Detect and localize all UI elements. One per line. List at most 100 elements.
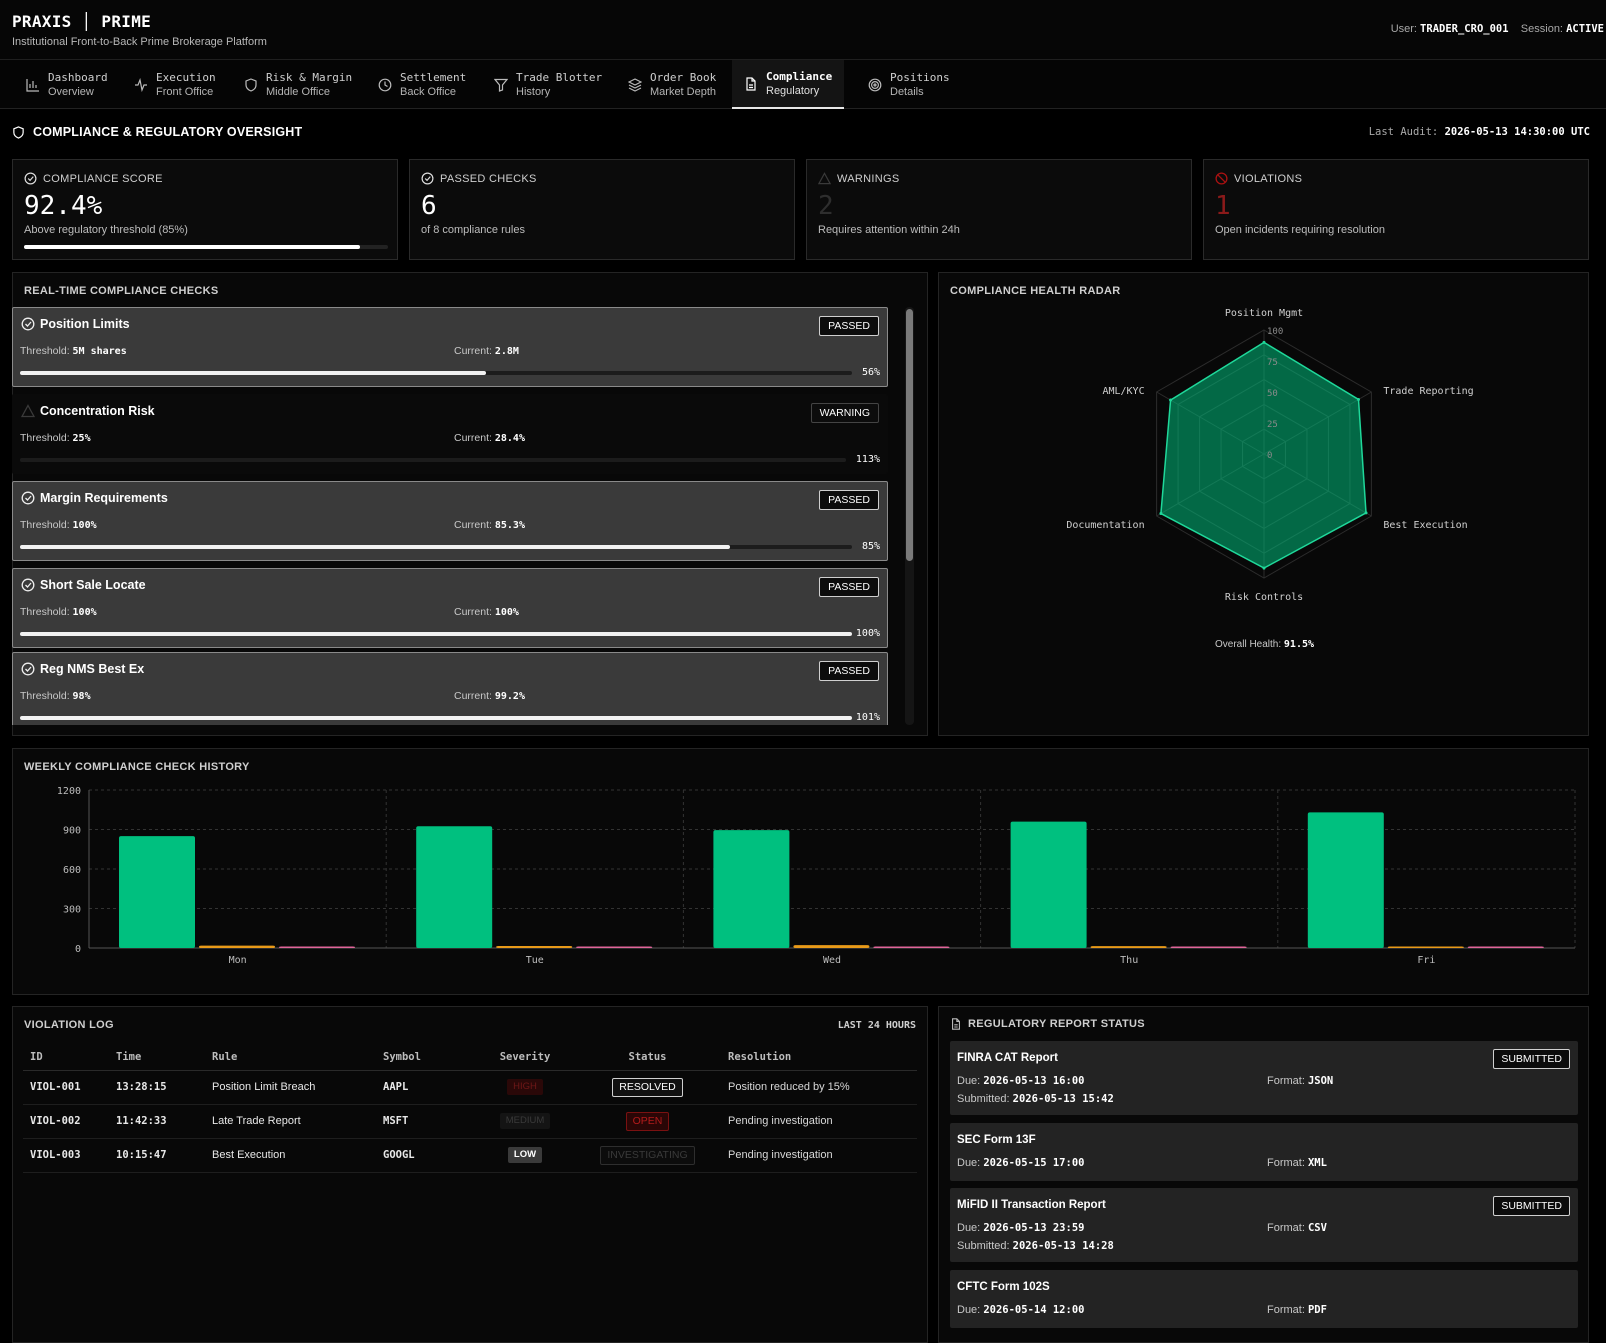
- tab-subtitle: Regulatory: [766, 84, 820, 97]
- brand-logo: PRAXIS │ PRIME: [12, 12, 152, 31]
- current-label: Current:: [454, 345, 492, 357]
- tab-title: Trade Blotter: [516, 70, 603, 84]
- compliance-check-item[interactable]: Concentration Risk WARNING Threshold: 25% C…: [12, 394, 888, 474]
- tab-order-book[interactable]: Order Book Market Depth: [616, 60, 728, 109]
- warnings-card: WARNINGS 2 Requires attention within 24h: [806, 159, 1192, 260]
- check-progress-bar: [20, 371, 852, 375]
- panel-title: COMPLIANCE HEALTH RADAR: [950, 285, 1121, 297]
- bar: [793, 945, 870, 948]
- bar: [1467, 946, 1544, 948]
- compliance-check-item[interactable]: Margin Requirements PASSED Threshold: 100%…: [12, 481, 888, 561]
- threshold-value: 5M shares: [72, 346, 127, 357]
- violation-resolution: Pending investigation: [720, 1104, 917, 1139]
- col-time[interactable]: Time: [116, 1044, 212, 1071]
- compliance-check-item[interactable]: Reg NMS Best Ex PASSED Threshold: 98% Curre…: [12, 652, 888, 725]
- current-value: 99.2%: [494, 691, 525, 702]
- tab-title: Risk & Margin: [266, 70, 353, 84]
- violation-id: VIOL-002: [23, 1104, 116, 1139]
- panel-title: REGULATORY REPORT STATUS: [968, 1018, 1145, 1030]
- col-severity[interactable]: Severity: [475, 1044, 575, 1071]
- threshold-label: Threshold:: [20, 606, 70, 618]
- current-label: Current:: [454, 519, 492, 531]
- card-value: 2: [818, 191, 834, 221]
- report-format: Format: PDF: [1267, 1304, 1327, 1316]
- col-status[interactable]: Status: [575, 1044, 720, 1071]
- format-value: PDF: [1307, 1304, 1327, 1316]
- compliance-check-item[interactable]: Position Limits PASSED Threshold: 5M share…: [12, 307, 888, 387]
- card-value: 1: [1215, 191, 1231, 221]
- tab-positions[interactable]: Positions Details: [856, 60, 962, 109]
- check-progress-fill: [20, 458, 846, 462]
- format-value: XML: [1307, 1157, 1327, 1169]
- report-item[interactable]: SEC Form 13F Due: 2026-05-15 17:00 Format:…: [950, 1123, 1578, 1181]
- tab-compliance[interactable]: Compliance Regulatory: [732, 60, 844, 109]
- table-row[interactable]: VIOL-003 10:15:47 Best Execution GOOGL LOW IN…: [23, 1138, 917, 1173]
- ban-icon: [1215, 172, 1228, 185]
- submitted-value: 2026-05-13 14:28: [1012, 1240, 1114, 1252]
- col-symbol[interactable]: Symbol: [383, 1044, 475, 1071]
- violation-symbol: GOOGL: [383, 1138, 475, 1173]
- report-format: Format: CSV: [1267, 1222, 1327, 1234]
- card-value: 92.4%: [24, 191, 103, 221]
- check-progress-fill: [20, 371, 486, 375]
- tab-settlement[interactable]: Settlement Back Office: [366, 60, 478, 109]
- check-status-badge: WARNING: [810, 403, 879, 423]
- submitted-value: 2026-05-13 15:42: [1012, 1093, 1114, 1105]
- violation-time: 10:15:47: [116, 1138, 212, 1173]
- score-progress-fill: [24, 245, 361, 249]
- tab-risk-margin[interactable]: Risk & Margin Middle Office: [232, 60, 364, 109]
- col-id[interactable]: ID: [23, 1044, 116, 1071]
- violation-rule: Late Trade Report: [212, 1104, 383, 1139]
- report-item[interactable]: FINRA CAT Report SUBMITTED Due: 2026-05-13…: [950, 1041, 1578, 1115]
- report-item[interactable]: MiFID II Transaction Report SUBMITTED Due:…: [950, 1188, 1578, 1262]
- col-rule[interactable]: Rule: [212, 1044, 383, 1071]
- tab-subtitle: Back Office: [400, 85, 457, 98]
- status-badge[interactable]: RESOLVED: [612, 1077, 683, 1097]
- table-row[interactable]: VIOL-001 13:28:15 Position Limit Breach AAP…: [23, 1070, 917, 1105]
- check-threshold: Threshold: 100%: [20, 519, 97, 531]
- radar-axis-label: AML/KYC: [1102, 386, 1144, 397]
- severity-badge: LOW: [507, 1147, 543, 1163]
- status-badge[interactable]: OPEN: [625, 1111, 670, 1131]
- check-circle-icon: [21, 317, 35, 331]
- tab-dashboard[interactable]: Dashboard Overview: [14, 60, 120, 109]
- compliance-checks-list: Position Limits PASSED Threshold: 5M share…: [12, 307, 888, 725]
- shield-icon: [13, 125, 24, 139]
- x-tick-label: Fri: [1417, 955, 1435, 966]
- check-status-badge: PASSED: [819, 661, 879, 681]
- tab-trade-blotter[interactable]: Trade Blotter History: [482, 60, 614, 109]
- report-item[interactable]: CFTC Form 102S Due: 2026-05-14 12:00 Forma…: [950, 1270, 1578, 1328]
- check-progress-fill: [20, 632, 852, 636]
- checks-scrollbar[interactable]: [906, 309, 913, 561]
- status-badge[interactable]: INVESTIGATING: [600, 1145, 695, 1165]
- bar: [496, 946, 573, 948]
- check-threshold: Threshold: 98%: [20, 690, 91, 702]
- bar: [1170, 946, 1247, 948]
- threshold-label: Threshold:: [20, 345, 70, 357]
- check-status-icon: [21, 404, 35, 418]
- check-progress-bar: [20, 632, 852, 636]
- table-row[interactable]: VIOL-002 11:42:33 Late Trade Report MSFT MED…: [23, 1104, 917, 1139]
- violation-id: VIOL-003: [23, 1138, 116, 1173]
- current-label: Current:: [454, 432, 492, 444]
- check-circle-icon: [21, 578, 35, 592]
- col-resolution[interactable]: Resolution: [720, 1044, 917, 1071]
- radar-point: [1357, 397, 1361, 401]
- shield-icon: [245, 77, 257, 92]
- violations-card: VIOLATIONS 1 Open incidents requiring re…: [1203, 159, 1589, 260]
- check-current: Current: 85.3%: [454, 519, 525, 531]
- document-icon: [952, 1018, 960, 1030]
- radar-axis-label: Position Mgmt: [1225, 308, 1303, 319]
- bar: [576, 946, 653, 948]
- bar: [1010, 821, 1087, 948]
- warning-icon: [21, 404, 35, 418]
- activity-icon: [135, 77, 147, 92]
- violation-log-range: LAST 24 HOURS: [837, 1020, 916, 1031]
- tab-title: Execution: [156, 70, 216, 84]
- check-threshold: Threshold: 5M shares: [20, 345, 127, 357]
- threshold-label: Threshold:: [20, 519, 70, 531]
- last-audit: Last Audit: 2026-05-13 14:30:00 UTC: [1369, 126, 1590, 138]
- tab-execution[interactable]: Execution Front Office: [122, 60, 228, 109]
- radar-point: [1159, 512, 1163, 516]
- compliance-check-item[interactable]: Short Sale Locate PASSED Threshold: 100% Cu…: [12, 568, 888, 648]
